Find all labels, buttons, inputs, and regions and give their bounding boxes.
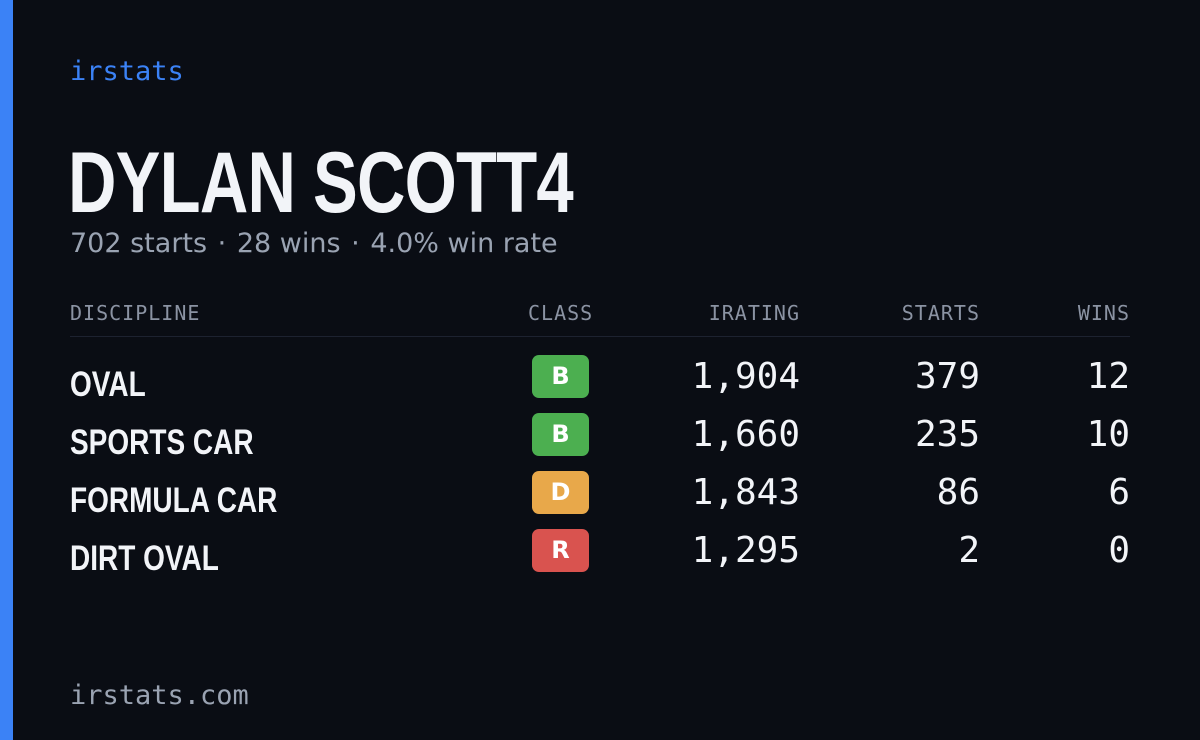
wins-value: 6 [1108,472,1130,513]
discipline-stats-table: DISCIPLINE CLASS IRATING STARTS WINS OVA… [70,296,1130,585]
header-class: CLASS [528,301,594,325]
brand-logo-text[interactable]: irstats [70,56,184,87]
wins-value: 12 [1086,356,1130,397]
starts-value: 235 [914,414,980,455]
table-row: SPORTS CAR B 1,660 235 10 [70,411,1130,469]
header-irating: IRATING [708,301,800,325]
summary-starts: 702 starts [70,228,208,259]
summary-separator: · [351,228,360,259]
summary-win-rate: 4.0% win rate [370,228,558,259]
footer-url-link[interactable]: irstats.com [70,680,249,711]
table-row: DIRT OVAL R 1,295 2 0 [70,527,1130,585]
accent-bar [0,0,13,740]
discipline-name: DIRT OVAL [70,539,219,578]
license-class-badge: D [532,471,589,514]
discipline-name: SPORTS CAR [70,423,254,462]
starts-value: 379 [914,356,980,397]
stats-summary: 702 starts · 28 wins · 4.0% win rate [70,228,558,259]
irating-value: 1,843 [691,472,800,513]
header-discipline: DISCIPLINE [70,301,201,325]
license-class-badge: B [532,413,589,456]
player-name: DYLAN SCOTT4 [68,135,574,231]
license-class-badge: B [532,355,589,398]
table-body: OVAL B 1,904 379 12 SPORTS CAR B 1,660 2… [70,337,1130,585]
header-starts: STARTS [901,301,980,325]
discipline-name: FORMULA CAR [70,481,278,520]
irating-value: 1,295 [691,530,800,571]
wins-value: 0 [1108,530,1130,571]
header-wins: WINS [1077,301,1130,325]
discipline-name: OVAL [70,365,146,404]
table-header: DISCIPLINE CLASS IRATING STARTS WINS [70,296,1130,337]
table-row: FORMULA CAR D 1,843 86 6 [70,469,1130,527]
table-row: OVAL B 1,904 379 12 [70,353,1130,411]
wins-value: 10 [1086,414,1130,455]
license-class-badge: R [532,529,589,572]
summary-separator: · [217,228,227,259]
summary-wins: 28 wins [236,228,341,259]
starts-value: 86 [936,472,980,513]
irating-value: 1,660 [691,414,800,455]
starts-value: 2 [958,530,980,571]
irating-value: 1,904 [691,356,800,397]
